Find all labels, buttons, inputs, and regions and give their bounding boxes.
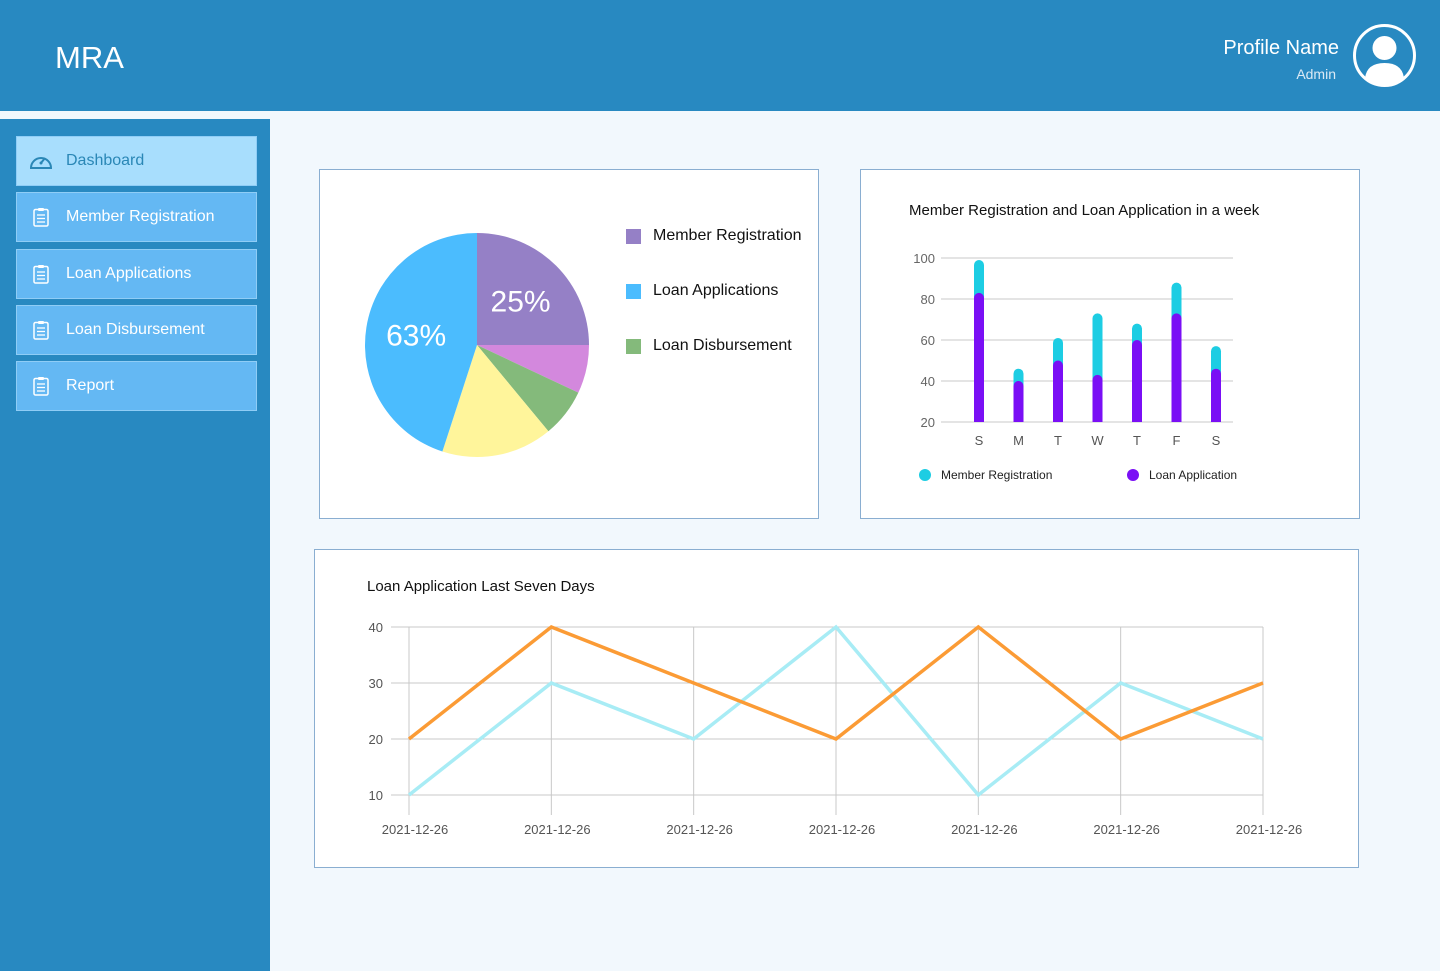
bar bbox=[1211, 416, 1221, 422]
pie-slice bbox=[364, 233, 477, 452]
x-tick-label: S bbox=[975, 433, 984, 448]
bar-chart-title: Member Registration and Loan Application… bbox=[909, 202, 1260, 219]
bar bbox=[974, 292, 984, 422]
x-tick-label: 2021-12-26 bbox=[666, 822, 733, 837]
app-title: MRA bbox=[55, 40, 124, 75]
sidebar-item-dashboard[interactable]: Dashboard bbox=[16, 136, 257, 186]
sidebar-item-label: Report bbox=[66, 377, 115, 394]
sidebar: Dashboard Member Registration Loan Appli… bbox=[0, 119, 270, 971]
y-tick-label: 30 bbox=[369, 676, 383, 691]
pie-slice bbox=[477, 345, 579, 432]
x-tick-label: T bbox=[1133, 433, 1141, 448]
x-tick-label: F bbox=[1173, 433, 1181, 448]
x-tick-label: 2021-12-26 bbox=[951, 822, 1018, 837]
bar bbox=[1053, 360, 1063, 422]
sidebar-item-loan-applications[interactable]: Loan Applications bbox=[16, 249, 257, 299]
pie-legend-item: Loan Disbursement bbox=[626, 337, 792, 355]
bar-chart: 100 80 60 40 20 S M T W T F S Member Registration Loa… bbox=[913, 251, 1237, 482]
clipboard-icon bbox=[28, 373, 54, 399]
bar bbox=[1092, 374, 1103, 422]
bar bbox=[1132, 416, 1142, 422]
x-tick-label: 2021-12-26 bbox=[382, 822, 449, 837]
line-chart-card: Loan Application Last Seven Days 40 30 20 1… bbox=[314, 549, 1359, 868]
bar bbox=[1171, 416, 1182, 422]
bar bbox=[1171, 313, 1182, 422]
clipboard-icon bbox=[28, 261, 54, 287]
x-tick-label: 2021-12-26 bbox=[1236, 822, 1303, 837]
line-series bbox=[407, 624, 1264, 741]
legend-label: Loan Disbursement bbox=[653, 337, 792, 354]
pie-slice bbox=[477, 345, 589, 393]
legend-dot bbox=[919, 469, 931, 481]
bar bbox=[1053, 416, 1063, 422]
sidebar-item-loan-disbursement[interactable]: Loan Disbursement bbox=[16, 305, 257, 355]
line-chart-title: Loan Application Last Seven Days bbox=[367, 578, 595, 595]
profile-role: Admin bbox=[1296, 66, 1336, 82]
x-tick-label: T bbox=[1054, 433, 1062, 448]
bar bbox=[1211, 368, 1221, 422]
y-tick-label: 40 bbox=[921, 374, 935, 389]
sidebar-item-label: Loan Disbursement bbox=[66, 321, 205, 338]
y-tick-label: 80 bbox=[921, 292, 935, 307]
profile-name[interactable]: Profile Name bbox=[1223, 37, 1339, 59]
legend-swatch bbox=[626, 228, 641, 244]
x-tick-label: 2021-12-26 bbox=[809, 822, 876, 837]
bar bbox=[1013, 416, 1024, 422]
y-tick-label: 10 bbox=[369, 788, 383, 803]
legend-swatch bbox=[626, 338, 641, 354]
pie-legend-item: Member Registration bbox=[626, 227, 802, 245]
pie-slice-label: 63% bbox=[386, 319, 446, 352]
pie-slice-label: 25% bbox=[491, 285, 551, 318]
user-avatar-icon[interactable] bbox=[1352, 23, 1417, 88]
y-tick-label: 20 bbox=[369, 732, 383, 747]
pie-slice bbox=[477, 233, 589, 345]
y-tick-label: 40 bbox=[369, 620, 383, 635]
speedometer-icon bbox=[28, 148, 54, 174]
bar bbox=[1132, 340, 1142, 422]
sidebar-item-label: Loan Applications bbox=[66, 265, 192, 282]
bar bbox=[1013, 381, 1024, 422]
x-tick-label: 2021-12-26 bbox=[1093, 822, 1160, 837]
clipboard-icon bbox=[28, 204, 54, 230]
sidebar-item-report[interactable]: Report bbox=[16, 361, 257, 411]
pie-legend-item: Loan Applications bbox=[626, 282, 778, 300]
line-series bbox=[407, 624, 1264, 798]
pie-slice bbox=[442, 345, 549, 457]
y-tick-label: 20 bbox=[921, 415, 935, 430]
line-chart: 40 30 20 10 2021-12-26 2021-12-26 2021-12-26 20… bbox=[369, 620, 1303, 837]
y-tick-label: 100 bbox=[913, 251, 935, 266]
clipboard-icon bbox=[28, 317, 54, 343]
pie-chart: 25% 63% bbox=[364, 233, 589, 457]
x-tick-label: W bbox=[1091, 433, 1104, 448]
x-tick-label: S bbox=[1212, 433, 1221, 448]
x-tick-label: 2021-12-26 bbox=[524, 822, 591, 837]
sidebar-item-label: Dashboard bbox=[66, 152, 145, 169]
bar bbox=[974, 416, 984, 422]
bar bbox=[1092, 416, 1103, 422]
top-header: MRA Profile Name Admin bbox=[0, 0, 1440, 111]
legend-label: Loan Applications bbox=[653, 282, 779, 299]
x-tick-label: M bbox=[1013, 433, 1024, 448]
y-tick-label: 60 bbox=[921, 333, 935, 348]
legend-dot bbox=[1127, 469, 1139, 481]
legend-label: Member Registration bbox=[941, 468, 1052, 482]
legend-label: Loan Application bbox=[1149, 468, 1237, 482]
pie-chart-card: 25% 63% Member Registration Loan Applicat… bbox=[319, 169, 819, 519]
legend-swatch bbox=[626, 283, 641, 299]
legend-label: Member Registration bbox=[653, 227, 802, 244]
bar-chart-card: Member Registration and Loan Application… bbox=[860, 169, 1360, 519]
sidebar-item-member-registration[interactable]: Member Registration bbox=[16, 192, 257, 242]
sidebar-item-label: Member Registration bbox=[66, 208, 215, 225]
